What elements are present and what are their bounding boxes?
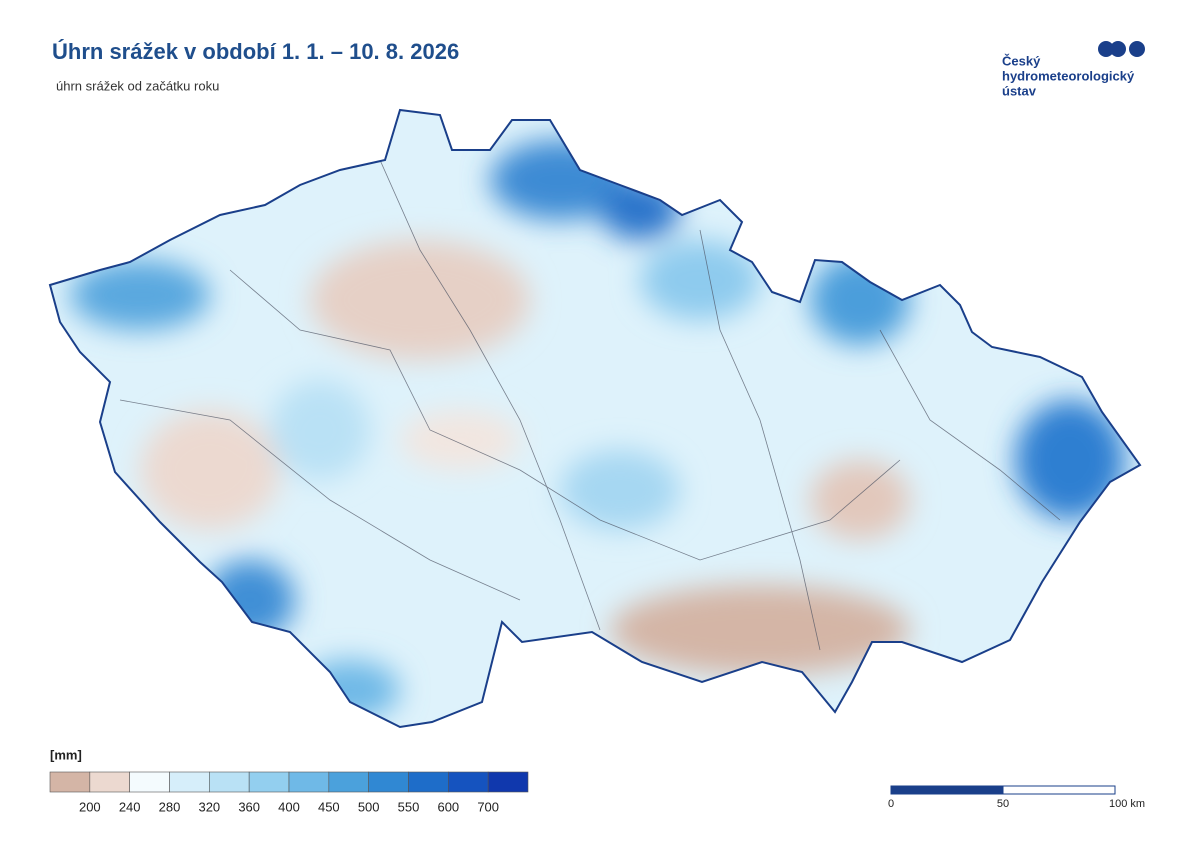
scale-label: 0 bbox=[888, 798, 894, 810]
logo-text: ústav bbox=[1002, 83, 1037, 98]
legend-label: 450 bbox=[318, 799, 340, 814]
legend-label: 200 bbox=[79, 799, 101, 814]
legend-swatch bbox=[328, 771, 369, 793]
title: Úhrn srážek v období 1. 1. – 10. 8. 2026 bbox=[52, 39, 459, 64]
logo: Český hydrometeorologický ústav bbox=[1002, 41, 1145, 98]
legend-swatch bbox=[408, 771, 449, 793]
legend-swatch bbox=[368, 771, 409, 793]
logo-text: hydrometeorologický bbox=[1002, 68, 1135, 83]
legend-label: 600 bbox=[437, 799, 459, 814]
logo-text: Český bbox=[1002, 53, 1041, 68]
legend: 200 240 280 320 360 400 450 500 550 600 700 bbox=[49, 771, 529, 814]
scale-label: 50 bbox=[997, 798, 1009, 810]
scale-segment bbox=[890, 785, 1004, 795]
logo-dot bbox=[1129, 41, 1145, 57]
legend-unit: [mm] bbox=[50, 747, 82, 762]
legend-swatch bbox=[288, 771, 330, 793]
legend-swatch bbox=[448, 771, 489, 793]
subtitle: úhrn srážek od začátku roku bbox=[56, 78, 219, 93]
precip-field bbox=[50, 110, 1140, 727]
legend-swatch bbox=[169, 771, 210, 793]
legend-label: 280 bbox=[159, 799, 181, 814]
legend-swatch bbox=[209, 771, 250, 793]
scale-segment bbox=[1002, 785, 1116, 795]
legend-label: 550 bbox=[398, 799, 420, 814]
legend-label: 240 bbox=[119, 799, 141, 814]
scale-label: 100 km bbox=[1109, 798, 1145, 810]
logo-dot bbox=[1098, 41, 1114, 57]
legend-label: 700 bbox=[477, 799, 499, 814]
legend-swatch bbox=[487, 771, 529, 793]
legend-label: 320 bbox=[198, 799, 220, 814]
legend-swatch bbox=[49, 771, 91, 793]
legend-swatch bbox=[129, 771, 170, 793]
legend-label: 360 bbox=[238, 799, 260, 814]
legend-label: 400 bbox=[278, 799, 300, 814]
legend-swatch bbox=[248, 771, 290, 793]
legend-label: 500 bbox=[358, 799, 380, 814]
logo-dot bbox=[1110, 41, 1126, 57]
scale-bar: 0 50 100 km bbox=[888, 785, 1145, 810]
legend-swatch bbox=[89, 771, 130, 793]
